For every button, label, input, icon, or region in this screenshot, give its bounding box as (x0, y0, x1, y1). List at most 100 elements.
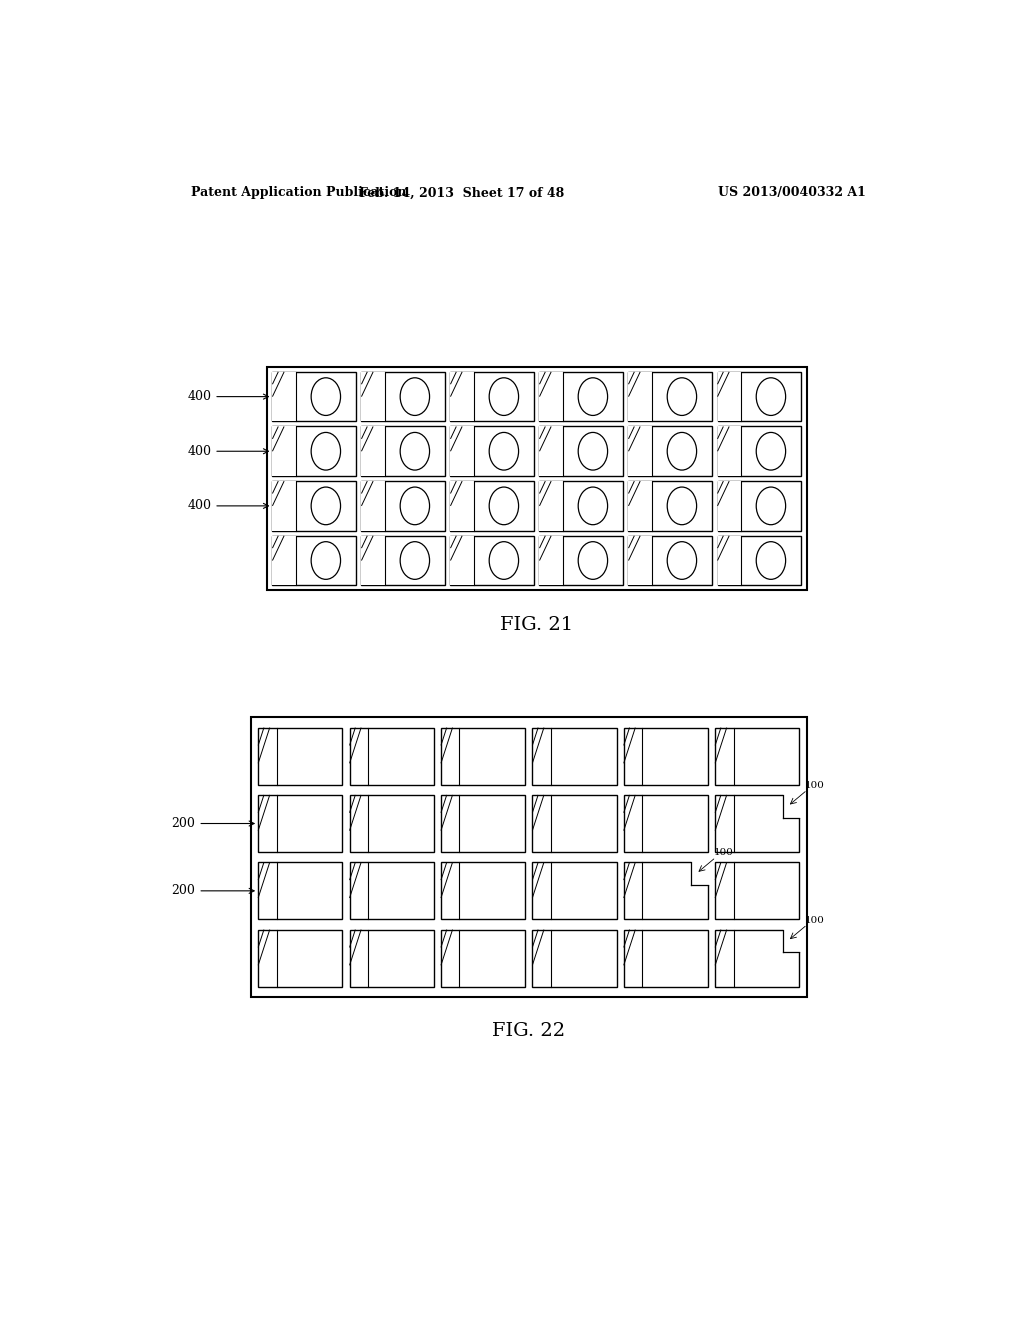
Circle shape (400, 487, 429, 525)
Bar (540, 480, 563, 531)
Bar (691, 861, 710, 886)
Bar (540, 480, 623, 531)
Bar (451, 480, 474, 531)
Circle shape (579, 378, 607, 416)
Text: 200: 200 (172, 817, 254, 830)
Bar (441, 727, 525, 785)
Bar (540, 372, 623, 421)
Bar (451, 480, 534, 531)
Bar (718, 426, 801, 477)
Bar (718, 480, 801, 531)
Bar (441, 795, 525, 853)
Bar (629, 536, 712, 585)
Circle shape (311, 433, 341, 470)
Bar (349, 795, 434, 853)
Circle shape (668, 487, 696, 525)
Bar (258, 727, 342, 785)
Bar (629, 480, 712, 531)
Bar (540, 372, 563, 421)
Circle shape (757, 487, 785, 525)
Text: 200: 200 (172, 884, 254, 898)
Bar (540, 536, 623, 585)
Circle shape (757, 433, 785, 470)
Circle shape (400, 378, 429, 416)
Bar (272, 426, 356, 477)
Bar (361, 426, 444, 477)
Text: 400: 400 (187, 445, 268, 458)
Circle shape (489, 487, 518, 525)
Bar (715, 862, 800, 920)
Bar (718, 426, 741, 477)
Text: 100: 100 (714, 849, 733, 857)
Text: Patent Application Publication: Patent Application Publication (191, 186, 407, 199)
Bar (451, 536, 474, 585)
Bar (624, 862, 708, 920)
Bar (441, 929, 525, 987)
Bar (258, 862, 342, 920)
Bar (361, 372, 385, 421)
Bar (782, 928, 801, 953)
Bar (532, 929, 616, 987)
Circle shape (579, 433, 607, 470)
Bar (272, 372, 356, 421)
Bar (349, 862, 434, 920)
Bar (251, 718, 807, 997)
Bar (718, 372, 741, 421)
Bar (361, 426, 385, 477)
Bar (258, 929, 342, 987)
Bar (715, 795, 800, 853)
Bar (624, 795, 708, 853)
Text: Feb. 14, 2013  Sheet 17 of 48: Feb. 14, 2013 Sheet 17 of 48 (358, 186, 564, 199)
Bar (451, 372, 474, 421)
Bar (451, 426, 474, 477)
Text: FIG. 21: FIG. 21 (500, 616, 573, 634)
Circle shape (668, 378, 696, 416)
Circle shape (311, 378, 341, 416)
Bar (361, 372, 444, 421)
Bar (715, 727, 800, 785)
Bar (361, 536, 385, 585)
Text: US 2013/0040332 A1: US 2013/0040332 A1 (718, 186, 866, 199)
Bar (349, 727, 434, 785)
Circle shape (400, 433, 429, 470)
Bar (451, 426, 534, 477)
Bar (540, 426, 563, 477)
Bar (782, 793, 801, 818)
Bar (718, 536, 801, 585)
Bar (718, 480, 741, 531)
Bar (272, 372, 296, 421)
Circle shape (668, 433, 696, 470)
Bar (272, 480, 296, 531)
Text: 100: 100 (805, 916, 824, 924)
Bar (361, 480, 444, 531)
Circle shape (311, 541, 341, 579)
Circle shape (489, 541, 518, 579)
Circle shape (579, 487, 607, 525)
Bar (532, 862, 616, 920)
Circle shape (668, 541, 696, 579)
Bar (258, 795, 342, 853)
Bar (267, 367, 807, 590)
Bar (718, 536, 741, 585)
Bar (451, 536, 534, 585)
Bar (629, 426, 652, 477)
Text: 400: 400 (187, 499, 268, 512)
Bar (441, 862, 525, 920)
Bar (361, 480, 385, 531)
Bar (624, 929, 708, 987)
Bar (718, 372, 801, 421)
Bar (532, 795, 616, 853)
Bar (532, 727, 616, 785)
Bar (715, 929, 800, 987)
Circle shape (757, 541, 785, 579)
Bar (624, 727, 708, 785)
Bar (272, 426, 296, 477)
Text: FIG. 22: FIG. 22 (493, 1022, 565, 1040)
Bar (540, 536, 563, 585)
Circle shape (757, 378, 785, 416)
Bar (349, 929, 434, 987)
Bar (629, 426, 712, 477)
Bar (272, 536, 356, 585)
Circle shape (311, 487, 341, 525)
Circle shape (579, 541, 607, 579)
